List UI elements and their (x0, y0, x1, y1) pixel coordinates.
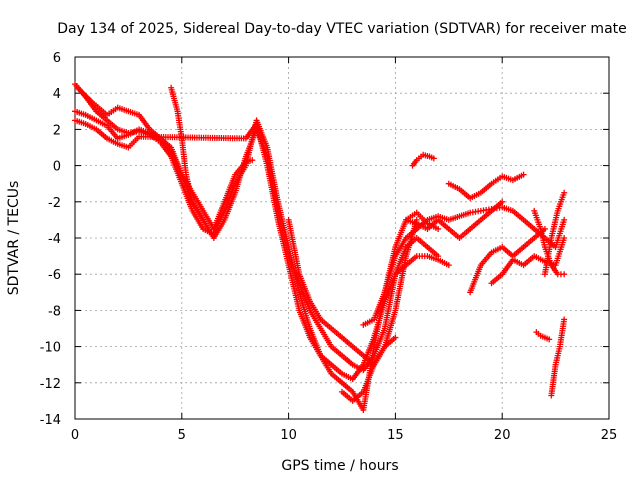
data-point (200, 216, 207, 223)
x-tick-label: 10 (280, 428, 297, 443)
data-point (546, 336, 553, 343)
data-point (520, 171, 527, 178)
y-tick-label: -6 (48, 268, 61, 283)
chart-title: Day 134 of 2025, Sidereal Day-to-day VTE… (57, 21, 627, 37)
y-tick-label: -8 (48, 304, 61, 319)
y-tick-label: -14 (40, 413, 61, 428)
data-point (561, 271, 568, 278)
x-axis-label: GPS time / hours (281, 458, 398, 474)
y-tick-label: -2 (48, 196, 61, 211)
x-tick-labels: 0 5 10 15 20 25 (71, 428, 617, 443)
data-point (435, 225, 442, 232)
data-point (561, 216, 568, 223)
data-points (72, 81, 568, 413)
data-point (561, 316, 568, 323)
x-tick-label: 0 (71, 428, 79, 443)
y-tick-label: -12 (40, 377, 61, 392)
data-point (561, 189, 568, 196)
data-point (499, 198, 506, 205)
plot-frame (74, 56, 610, 420)
data-point (249, 157, 256, 164)
y-tick-label: 0 (53, 160, 61, 175)
data-point (561, 235, 568, 241)
data-point (445, 262, 452, 269)
axes (74, 56, 610, 420)
y-tick-labels: -14 -12 -10 -8 -6 -4 -2 0 2 4 6 (40, 51, 61, 428)
y-tick-label: -10 (40, 341, 61, 356)
y-tick-label: 6 (53, 51, 61, 66)
y-tick-label: -4 (48, 232, 61, 247)
y-tick-label: 4 (53, 87, 61, 102)
x-tick-label: 25 (601, 428, 618, 443)
data-point (392, 334, 399, 341)
x-tick-label: 5 (178, 428, 186, 443)
y-axis-label: SDTVAR / TECUs (6, 181, 22, 296)
grid-lines (75, 57, 609, 419)
x-tick-label: 15 (387, 428, 404, 443)
x-tick-label: 20 (494, 428, 511, 443)
y-tick-label: 2 (53, 123, 61, 138)
data-point (430, 155, 437, 162)
